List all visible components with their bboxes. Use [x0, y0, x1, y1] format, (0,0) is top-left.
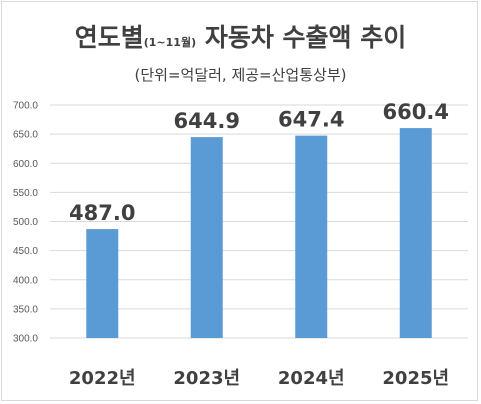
y-tick-label: 400.0 [13, 275, 38, 286]
data-label: 647.4 [278, 108, 344, 132]
y-tick-label: 500.0 [13, 217, 38, 228]
chart-subtitle: (단위=억달러, 제공=산업통상부) [134, 66, 347, 84]
x-tick-label: 2023년 [173, 368, 240, 389]
data-labels: 487.0 644.9 647.4 660.4 [69, 100, 449, 225]
data-label: 487.0 [69, 201, 135, 225]
y-tick-label: 550.0 [13, 188, 38, 199]
gridlines [50, 104, 468, 339]
x-tick-label: 2024년 [278, 368, 345, 389]
bar-2022년 [86, 229, 119, 338]
chart-title: 연도별(1~11월) 자동차 수출액 추이 [0, 18, 481, 54]
x-tick-label: 2022년 [69, 368, 136, 389]
chart-title-main: 연도별 [74, 23, 144, 52]
chart-title-period: (1~11월) [143, 36, 197, 49]
bars [86, 128, 432, 338]
y-tick-label: 450.0 [13, 246, 38, 257]
bar-2025년 [399, 128, 432, 338]
x-tick-label: 2025년 [382, 368, 449, 389]
y-tick-label: 300.0 [13, 334, 38, 345]
data-label: 660.4 [383, 100, 449, 124]
y-tick-label: 600.0 [13, 159, 38, 170]
chart-title-rest: 자동차 수출액 추이 [204, 23, 407, 52]
bar-2024년 [295, 135, 328, 338]
y-tick-label: 650.0 [13, 130, 38, 141]
data-label: 644.9 [174, 109, 240, 133]
y-tick-label: 350.0 [13, 304, 38, 315]
x-axis: 2022년 2023년 2024년 2025년 [69, 368, 449, 389]
y-tick-label: 700.0 [13, 101, 38, 112]
y-axis: 300.0 350.0 400.0 450.0 500.0 550.0 600.0 650.0… [13, 101, 38, 345]
bar-2023년 [190, 137, 223, 338]
